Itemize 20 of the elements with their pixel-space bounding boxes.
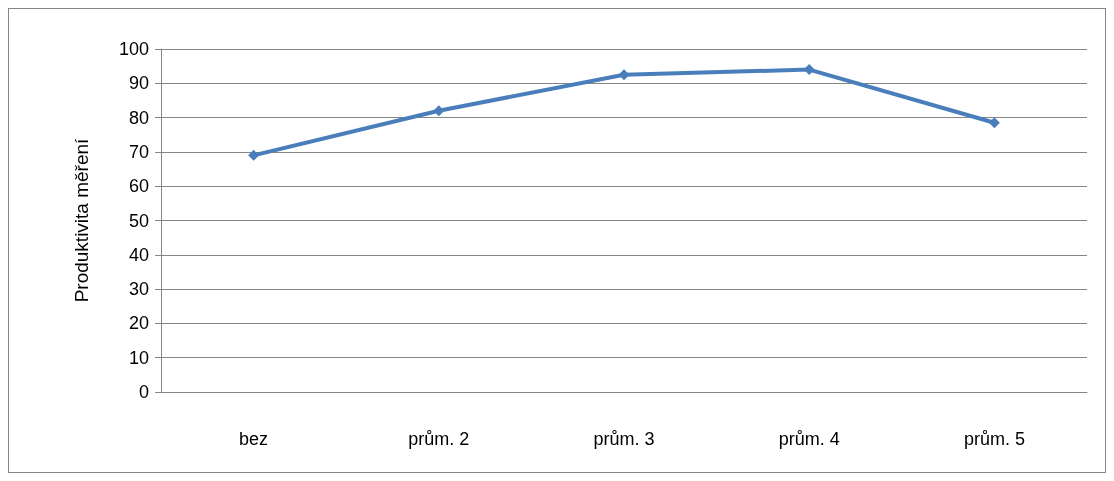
- point: [433, 105, 445, 117]
- x-tick-label: bez: [239, 429, 269, 449]
- y-tick-label: 60: [128, 176, 149, 197]
- x-tick-label: prům. 3: [593, 429, 655, 449]
- y-tick-label: 20: [128, 313, 149, 334]
- y-tick-label: 90: [128, 73, 149, 94]
- y-tick-label: 70: [128, 141, 149, 162]
- point: [248, 149, 260, 161]
- y-axis-title: Produktivita měření: [71, 137, 92, 303]
- y-tick-label: 50: [128, 210, 149, 231]
- point: [988, 117, 1000, 129]
- x-tick-label: prům. 4: [778, 429, 840, 449]
- y-tick-label: 40: [128, 244, 149, 265]
- y-tick-label: 10: [128, 347, 149, 368]
- y-tick-label: 100: [118, 39, 149, 59]
- x-tick-label: prům. 5: [963, 429, 1025, 449]
- y-tick-label: 0: [138, 382, 149, 402]
- x-tick-label: prům. 2: [408, 429, 470, 449]
- y-tick-label: 80: [128, 107, 149, 128]
- y-tick-label: 30: [128, 279, 149, 300]
